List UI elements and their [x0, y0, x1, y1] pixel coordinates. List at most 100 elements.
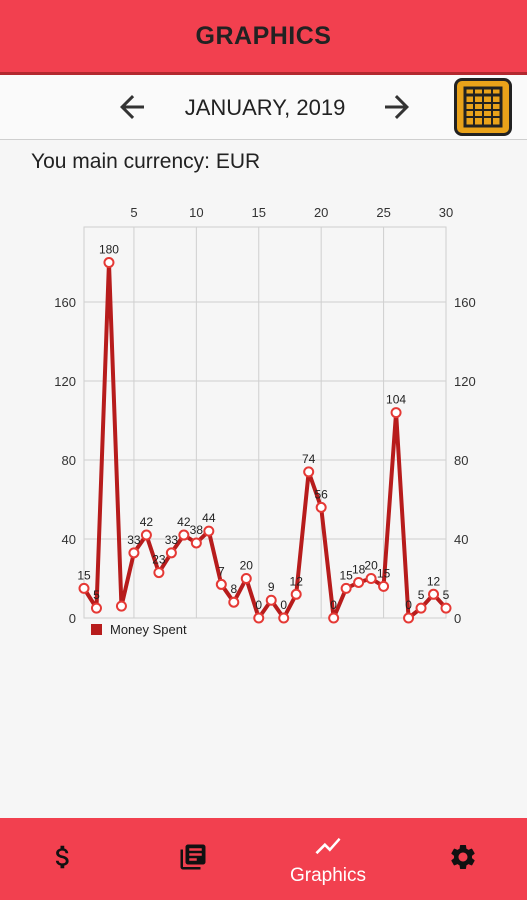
chart-data-label: 9: [268, 580, 275, 594]
chart-y-tick-label-right: 40: [454, 532, 468, 547]
chart-data-label: 38: [190, 523, 204, 537]
chart-y-tick-label-right: 80: [454, 453, 468, 468]
chart-data-label: 18: [352, 562, 366, 576]
chart-data-label: 20: [240, 559, 254, 573]
chart-y-tick-label-left: 120: [54, 374, 76, 389]
chart-data-label: 20: [364, 559, 378, 573]
chart-data-label: 0: [330, 598, 337, 612]
chart-data-point: [240, 573, 252, 585]
chart-data-point: [115, 600, 127, 612]
chart-data-label: 8: [230, 582, 237, 596]
chart-data-label: 15: [339, 568, 353, 582]
chart-data-label: 15: [377, 566, 391, 580]
bottom-navigation: Graphics: [0, 818, 527, 900]
chart-data-label: 23: [152, 553, 166, 567]
chart-data-label: 33: [127, 533, 141, 547]
chart-data-label: 44: [202, 511, 216, 525]
dollar-icon: [55, 845, 69, 869]
table-view-button[interactable]: [454, 78, 512, 136]
month-label: JANUARY, 2019: [184, 95, 346, 120]
chart-data-label: 12: [290, 574, 304, 588]
nav-item-news[interactable]: [148, 818, 238, 900]
page-title: GRAPHICS: [195, 21, 332, 50]
next-month-button[interactable]: [379, 89, 415, 125]
chart-data-point: [190, 537, 202, 549]
chart-data-point: [278, 612, 290, 624]
chart-x-tick-label: 30: [439, 205, 453, 220]
chart-data-point: [353, 576, 365, 588]
arrow-right-icon: [385, 95, 409, 119]
chart-data-label: 5: [443, 588, 450, 602]
chart-data-point: [428, 588, 440, 600]
chart-data-label: 15: [77, 568, 91, 582]
chart-data-point: [203, 525, 215, 537]
chart-series-line: [82, 260, 448, 620]
chart-data-point: [153, 567, 165, 579]
legend-label: Money Spent: [110, 622, 187, 637]
chart-x-tick-label: 25: [376, 205, 390, 220]
chart-y-tick-label-right: 160: [454, 295, 476, 310]
chart-data-label: 56: [314, 487, 328, 501]
chart-y-tick-label-left: 0: [69, 611, 76, 626]
nav-item-money[interactable]: [18, 818, 108, 900]
chart-data-point: [340, 582, 352, 594]
chart-data-label: 0: [280, 598, 287, 612]
chart-y-tick-label-left: 80: [62, 453, 76, 468]
chart-data-point: [128, 547, 140, 559]
chart-plot-frame: [83, 226, 447, 619]
chart-data-label: 74: [302, 452, 316, 466]
chart-data-point: [253, 612, 265, 624]
currency-text: You main currency: EUR: [31, 150, 261, 173]
chart-data-label: 33: [165, 533, 179, 547]
chart-data-label: 0: [255, 598, 262, 612]
chart-data-point: [178, 529, 190, 541]
spending-chart: 5 10 15 20 25 30 0 0 40 40 80 80 120 120 160 160 15 5 180 3…: [0, 195, 527, 655]
month-navigator: JANUARY, 2019: [0, 75, 527, 140]
chart-data-label: 0: [405, 598, 412, 612]
chart-data-point: [165, 547, 177, 559]
gear-icon: [451, 845, 475, 869]
previous-month-button[interactable]: [114, 89, 150, 125]
chart-data-label: 42: [140, 515, 154, 529]
chart-x-tick-label: 5: [130, 205, 137, 220]
nav-item-graphics[interactable]: Graphics: [283, 818, 373, 900]
chart-y-tick-label-right: 120: [454, 374, 476, 389]
arrow-left-icon: [120, 95, 144, 119]
chart-data-label: 5: [418, 588, 425, 602]
chart-data-label: 42: [177, 515, 191, 529]
chart-y-tick-label-right: 0: [454, 611, 461, 626]
chart-data-label: 5: [93, 588, 100, 602]
chart-data-label: 12: [427, 574, 441, 588]
chart-data-label: 180: [99, 243, 119, 257]
chart-x-tick-label: 10: [189, 205, 203, 220]
chart-data-label: 104: [386, 393, 406, 407]
trend-icon: [315, 837, 341, 855]
chart-data-label: 7: [218, 564, 225, 578]
nav-label-graphics: Graphics: [289, 865, 367, 886]
chart-data-point: [140, 529, 152, 541]
chart-data-point: [403, 612, 415, 624]
chart-x-tick-label: 15: [252, 205, 266, 220]
chart-data-point: [328, 612, 340, 624]
legend-swatch: [91, 624, 102, 635]
chart-y-tick-label-left: 40: [62, 532, 76, 547]
chart-data-point: [315, 501, 327, 513]
chart-data-point: [90, 602, 102, 614]
chart-y-tick-label-left: 160: [54, 295, 76, 310]
chart-data-point: [265, 594, 277, 606]
chart-data-point: [390, 407, 402, 419]
nav-item-settings[interactable]: [418, 818, 508, 900]
app-header: GRAPHICS: [0, 0, 527, 75]
chart-data-point: [228, 596, 240, 608]
chart-data-point: [290, 588, 302, 600]
chart-data-point: [440, 602, 452, 614]
chart-data-point: [365, 573, 377, 585]
chart-x-tick-label: 20: [314, 205, 328, 220]
news-icon: [180, 844, 206, 870]
chart-data-point: [78, 582, 90, 594]
chart-data-point: [215, 578, 227, 590]
chart-data-point: [303, 466, 315, 478]
chart-data-point: [378, 580, 390, 592]
chart-data-point: [415, 602, 427, 614]
